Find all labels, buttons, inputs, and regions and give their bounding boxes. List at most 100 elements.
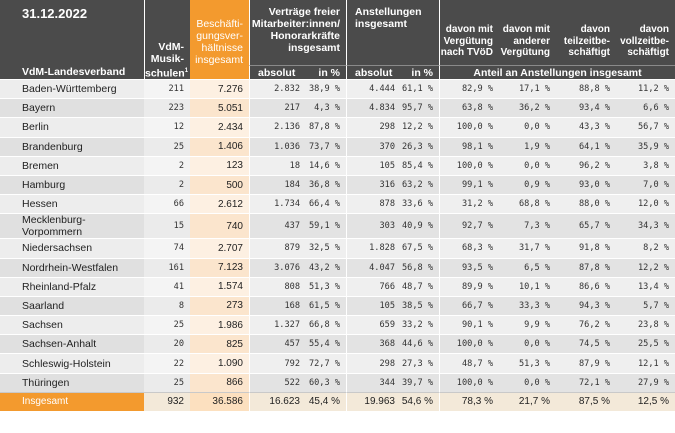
cell-anteil-vollzeit: 25,5 % — [616, 334, 675, 354]
cell-anstellungen-prozent: 33,6 % — [401, 194, 440, 214]
header-vert-line4: insgesamt — [288, 42, 340, 54]
cell-anteil-vollzeit: 12,1 % — [616, 353, 675, 373]
cell-anteil-vollzeit: 12,2 % — [616, 257, 675, 277]
total-cell-anteil-vollzeit: 12,5 % — [616, 391, 675, 411]
cell-beschaeftigungsverhaeltnisse: 5.051 — [190, 98, 249, 118]
cell-vertraege-prozent: 60,3 % — [306, 372, 346, 392]
cell-vertraege-absolut: 437 — [249, 213, 306, 239]
cell-anteil-andere: 0,0 % — [499, 155, 557, 175]
header-anst-line1: Anstellungen — [355, 6, 422, 18]
cell-anteil-teilzeit: 96,2 % — [556, 155, 617, 175]
cell-beschaeftigungsverhaeltnisse: 1.090 — [190, 353, 249, 373]
cell-anteil-teilzeit: 76,2 % — [556, 315, 617, 335]
cell-musikschulen: 8 — [144, 295, 190, 316]
cell-beschaeftigungsverhaeltnisse: 1.574 — [190, 276, 249, 296]
cell-anteil-vollzeit: 3,8 % — [616, 155, 675, 175]
cell-anteil-vollzeit: 11,2 % — [616, 79, 675, 99]
cell-vertraege-prozent: 87,8 % — [306, 117, 346, 137]
cell-landesverband: Berlin — [0, 117, 144, 137]
cell-vertraege-absolut: 18 — [249, 155, 306, 175]
cell-vertraege-absolut: 808 — [249, 276, 306, 296]
cell-anstellungen-prozent: 12,2 % — [401, 117, 440, 137]
cell-vertraege-absolut: 217 — [249, 98, 306, 118]
total-cell-anteil-tvoed: 78,3 % — [439, 391, 500, 411]
cell-musikschulen: 2 — [144, 174, 190, 195]
table-row: Mecklenburg-Vorpommern 15 740 437 59,1 % 303 4… — [0, 213, 675, 239]
total-cell-vertraege-absolut: 16.623 — [249, 391, 306, 411]
header-tvoed-line2: Vergütung — [443, 35, 494, 47]
cell-musikschulen: 161 — [144, 257, 190, 277]
cell-anteil-tvoed: 99,1 % — [439, 174, 500, 195]
footnote-marker: 1 — [184, 67, 189, 74]
cell-anteil-andere: 36,2 % — [499, 98, 557, 118]
cell-anstellungen-absolut: 298 — [346, 353, 401, 373]
cell-musikschulen: 25 — [144, 315, 190, 335]
header-vertraege: Verträge freier Mitarbeiter:innen/ Honor… — [249, 0, 346, 65]
total-cell-musikschulen: 932 — [144, 391, 190, 411]
cell-anteil-andere: 68,8 % — [499, 194, 557, 214]
header-anstellungen-absolut: absolut — [346, 65, 401, 79]
header-besch-line1: Beschäfti- — [196, 18, 243, 30]
cell-landesverband: Schleswig-Holstein — [0, 353, 144, 373]
cell-landesverband: Brandenburg — [0, 136, 144, 156]
cell-anteil-vollzeit: 35,9 % — [616, 136, 675, 156]
cell-vertraege-prozent: 43,2 % — [306, 257, 346, 277]
cell-anstellungen-absolut: 344 — [346, 372, 401, 392]
cell-anteil-vollzeit: 12,0 % — [616, 194, 675, 214]
cell-beschaeftigungsverhaeltnisse: 273 — [190, 295, 249, 316]
table-row: Schleswig-Holstein 22 1.090 792 72,7 % 298 27,… — [0, 353, 675, 373]
table-row: Bremen 2 123 18 14,6 % 105 85,4 % 100,0 % 0,0 % 9… — [0, 155, 675, 175]
total-cell-anteil-teilzeit: 87,5 % — [556, 391, 617, 411]
cell-anteil-tvoed: 98,1 % — [439, 136, 500, 156]
cell-anstellungen-absolut: 766 — [346, 276, 401, 296]
cell-landesverband: Saarland — [0, 295, 144, 316]
cell-anstellungen-absolut: 368 — [346, 334, 401, 354]
cell-anteil-teilzeit: 88,0 % — [556, 194, 617, 214]
table-row: Brandenburg 25 1.406 1.036 73,7 % 370 26,3 % 98… — [0, 136, 675, 156]
cell-anstellungen-prozent: 61,1 % — [401, 79, 440, 99]
cell-musikschulen: 223 — [144, 98, 190, 118]
header-anstellungen-inprozent: in % — [401, 65, 440, 79]
cell-vertraege-absolut: 3.076 — [249, 257, 306, 277]
cell-vertraege-absolut: 879 — [249, 238, 306, 258]
cell-musikschulen: 25 — [144, 136, 190, 156]
cell-anteil-andere: 0,0 % — [499, 372, 557, 392]
cell-landesverband: Mecklenburg-Vorpommern — [0, 213, 144, 239]
cell-musikschulen: 41 — [144, 276, 190, 296]
cell-anteil-teilzeit: 74,5 % — [556, 334, 617, 354]
cell-beschaeftigungsverhaeltnisse: 1.986 — [190, 315, 249, 335]
cell-vertraege-absolut: 1.734 — [249, 194, 306, 214]
cell-anteil-vollzeit: 27,9 % — [616, 372, 675, 392]
header-davon-vollzeit: davon vollzeitbe- schäftigt — [616, 0, 675, 65]
cell-anteil-vollzeit: 6,6 % — [616, 98, 675, 118]
cell-anteil-andere: 33,3 % — [499, 295, 557, 316]
cell-anteil-teilzeit: 86,6 % — [556, 276, 617, 296]
table-row: Hessen 66 2.612 1.734 66,4 % 878 33,6 % 31,2 % 6… — [0, 194, 675, 214]
header-besch-line2: gungsver- — [196, 30, 243, 42]
cell-anteil-vollzeit: 34,3 % — [616, 213, 675, 239]
cell-anteil-vollzeit: 56,7 % — [616, 117, 675, 137]
cell-landesverband: Sachsen-Anhalt — [0, 334, 144, 354]
cell-vertraege-prozent: 73,7 % — [306, 136, 346, 156]
cell-landesverband: Baden-Württemberg — [0, 79, 144, 99]
cell-anteil-tvoed: 100,0 % — [439, 117, 500, 137]
cell-anteil-andere: 1,9 % — [499, 136, 557, 156]
header-musikschulen-line1: VdM- — [158, 40, 184, 53]
cell-anteil-tvoed: 68,3 % — [439, 238, 500, 258]
cell-anteil-tvoed: 31,2 % — [439, 194, 500, 214]
cell-anteil-teilzeit: 93,0 % — [556, 174, 617, 195]
cell-anteil-tvoed: 100,0 % — [439, 372, 500, 392]
cell-vertraege-prozent: 38,9 % — [306, 79, 346, 99]
cell-anteil-vollzeit: 13,4 % — [616, 276, 675, 296]
cell-anteil-tvoed: 100,0 % — [439, 334, 500, 354]
cell-anstellungen-prozent: 26,3 % — [401, 136, 440, 156]
table-row: Nordrhein-Westfalen 161 7.123 3.076 43,2 % 4.… — [0, 257, 675, 277]
cell-anstellungen-absolut: 105 — [346, 295, 401, 316]
table-row: Sachsen 25 1.986 1.327 66,8 % 659 33,2 % 90,1 %… — [0, 315, 675, 335]
cell-anteil-teilzeit: 64,1 % — [556, 136, 617, 156]
cell-vertraege-prozent: 14,6 % — [306, 155, 346, 175]
cell-anstellungen-absolut: 878 — [346, 194, 401, 214]
cell-anteil-andere: 10,1 % — [499, 276, 557, 296]
header-vert-line3: Honorarkräfte — [270, 30, 340, 42]
cell-anstellungen-absolut: 659 — [346, 315, 401, 335]
